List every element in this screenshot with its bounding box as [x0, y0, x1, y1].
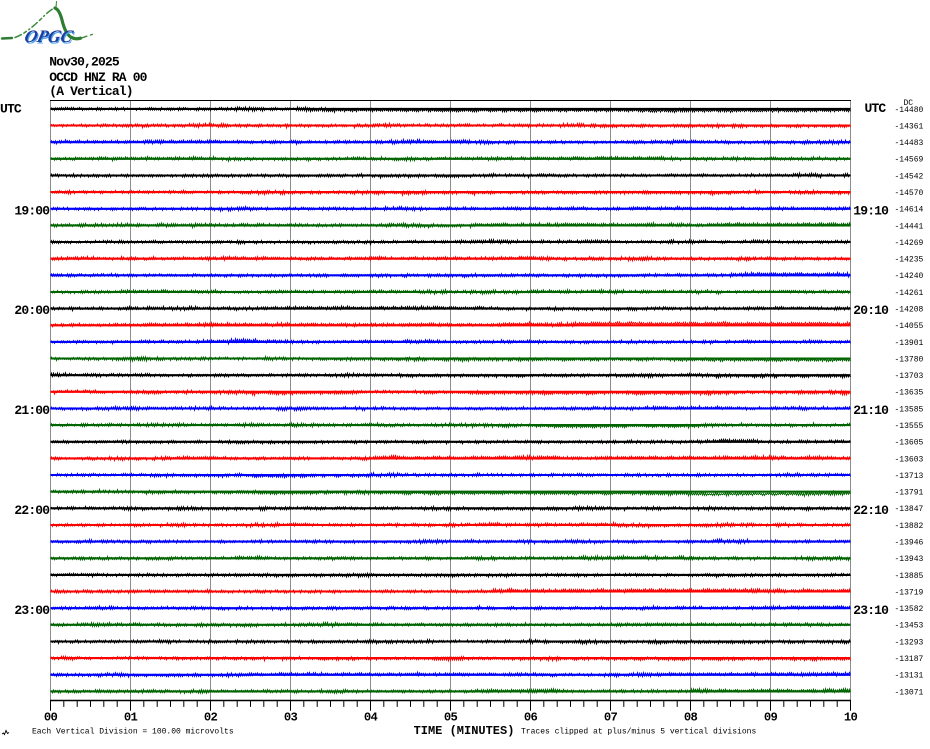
svg-text:UTC: UTC [0, 101, 22, 116]
svg-text:TIME (MINUTES): TIME (MINUTES) [414, 724, 515, 738]
svg-text:-14614: -14614 [895, 206, 924, 215]
svg-text:22:10: 22:10 [853, 503, 889, 518]
svg-text:04: 04 [364, 711, 378, 725]
svg-text:19:10: 19:10 [853, 203, 889, 218]
svg-text:-13882: -13882 [895, 522, 924, 531]
svg-text:Nov30,2025: Nov30,2025 [49, 54, 120, 69]
svg-text:-13791: -13791 [895, 489, 924, 498]
svg-text:-14542: -14542 [895, 172, 924, 181]
svg-text:-13582: -13582 [895, 605, 924, 614]
svg-text:OPGC: OPGC [24, 28, 77, 48]
svg-text:20:00: 20:00 [14, 303, 50, 318]
svg-text:-13453: -13453 [895, 622, 924, 631]
svg-text:-14269: -14269 [895, 239, 924, 248]
svg-text:-14480: -14480 [895, 106, 924, 115]
svg-text:-13713: -13713 [895, 472, 924, 481]
svg-text:21:10: 21:10 [853, 403, 889, 418]
svg-text:-13605: -13605 [895, 439, 924, 448]
svg-text:02: 02 [204, 711, 218, 725]
svg-text:09: 09 [764, 711, 778, 725]
svg-text:-14235: -14235 [895, 256, 924, 265]
svg-text:-14208: -14208 [895, 306, 924, 315]
svg-text:20:10: 20:10 [853, 303, 889, 318]
svg-text:-13780: -13780 [895, 355, 924, 364]
svg-text:19:00: 19:00 [14, 203, 50, 218]
svg-text:-13131: -13131 [895, 672, 924, 681]
svg-text:-13946: -13946 [895, 539, 924, 548]
svg-text:Each Vertical Division = 100.: Each Vertical Division = 100.00 microvol… [32, 728, 234, 737]
svg-text:00: 00 [44, 711, 58, 725]
svg-text:08: 08 [684, 711, 698, 725]
svg-text:DC: DC [904, 99, 914, 108]
svg-text:06: 06 [524, 711, 538, 725]
svg-text:-13635: -13635 [895, 389, 924, 398]
svg-text:-14441: -14441 [895, 222, 924, 231]
svg-text:OPGC: OPGC [23, 26, 76, 46]
svg-text:-14569: -14569 [895, 156, 924, 165]
svg-text:(A Vertical): (A Vertical) [49, 84, 132, 99]
svg-text:21:00: 21:00 [14, 403, 50, 418]
svg-text:-14240: -14240 [895, 272, 924, 281]
svg-text:23:00: 23:00 [14, 603, 50, 618]
svg-text:-13885: -13885 [895, 572, 924, 581]
svg-text:-13703: -13703 [895, 372, 924, 381]
svg-text:-14055: -14055 [895, 322, 924, 331]
svg-text:-13603: -13603 [895, 455, 924, 464]
svg-text:-13585: -13585 [895, 405, 924, 414]
svg-text:-13187: -13187 [895, 655, 924, 664]
svg-text:03: 03 [284, 711, 298, 725]
svg-text:-14570: -14570 [895, 189, 924, 198]
svg-text:23:10: 23:10 [853, 603, 889, 618]
svg-text:07: 07 [604, 711, 618, 725]
svg-text:05: 05 [444, 711, 458, 725]
svg-text:Traces clipped at plus/minus 5: Traces clipped at plus/minus 5 vertical … [521, 728, 756, 737]
svg-text:-14483: -14483 [895, 139, 924, 148]
svg-text:-14261: -14261 [895, 289, 924, 298]
svg-text:-13719: -13719 [895, 588, 924, 597]
svg-text:-13943: -13943 [895, 555, 924, 564]
svg-text:22:00: 22:00 [14, 503, 50, 518]
svg-text:UTC: UTC [865, 101, 887, 116]
svg-text:-14361: -14361 [895, 122, 924, 131]
svg-text:10: 10 [844, 711, 858, 725]
svg-text:-13555: -13555 [895, 422, 924, 431]
svg-text:-13071: -13071 [895, 688, 924, 697]
svg-text:-13901: -13901 [895, 339, 924, 348]
svg-text:OCCD HNZ RA 00: OCCD HNZ RA 00 [49, 70, 147, 85]
svg-text:-13293: -13293 [895, 638, 924, 647]
svg-text:01: 01 [124, 711, 138, 725]
svg-text:-13847: -13847 [895, 505, 924, 514]
